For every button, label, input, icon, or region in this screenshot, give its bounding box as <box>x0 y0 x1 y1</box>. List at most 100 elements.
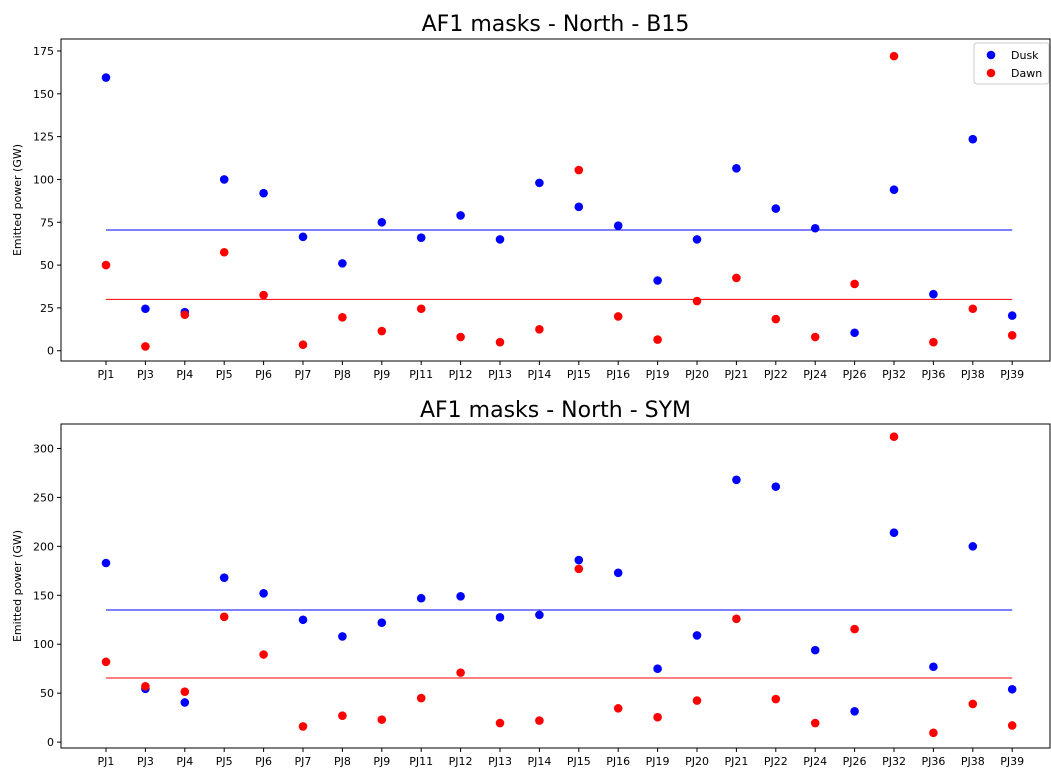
x-tick-label: PJ4 <box>176 755 193 768</box>
x-tick-label: PJ3 <box>137 755 154 768</box>
y-tick-label: 175 <box>33 45 54 58</box>
point-dawn <box>889 51 899 61</box>
point-dawn <box>850 279 859 289</box>
point-dusk <box>732 475 741 485</box>
point-dawn <box>416 693 426 703</box>
point-dawn <box>810 332 820 342</box>
y-axis-label: Emitted power (GW) <box>11 530 24 642</box>
y-tick-label: 300 <box>33 442 54 455</box>
point-dawn <box>968 304 978 314</box>
point-dusk <box>101 558 111 568</box>
point-dusk <box>298 615 308 625</box>
point-dusk <box>732 164 741 173</box>
point-dusk <box>653 276 662 285</box>
x-tick-label: PJ7 <box>295 755 312 768</box>
x-tick-label: PJ6 <box>255 755 272 768</box>
y-tick-label: 100 <box>33 638 54 651</box>
point-dusk <box>810 645 820 655</box>
point-dusk <box>535 610 544 620</box>
point-dusk <box>180 698 190 707</box>
point-dawn <box>574 165 584 175</box>
plot-area <box>60 423 1051 749</box>
x-tick-label: PJ39 <box>1000 368 1024 381</box>
point-dusk <box>495 613 505 622</box>
point-dawn <box>810 718 820 728</box>
point-dawn <box>613 312 623 321</box>
point-dawn <box>298 340 308 350</box>
point-dawn <box>416 304 426 314</box>
point-dawn <box>732 614 741 624</box>
x-tick-label: PJ6 <box>255 368 272 381</box>
x-tick-label: PJ20 <box>685 755 709 768</box>
x-tick-label: PJ8 <box>334 755 351 768</box>
x-tick-label: PJ9 <box>373 368 390 381</box>
point-dusk <box>298 232 308 242</box>
point-dawn <box>535 325 544 334</box>
point-dusk <box>692 235 702 244</box>
point-dawn <box>889 432 899 442</box>
x-tick-label: PJ19 <box>646 755 670 768</box>
point-dawn <box>141 682 150 691</box>
point-dusk <box>259 188 268 198</box>
x-tick-label: PJ26 <box>843 755 867 768</box>
point-dusk <box>495 235 505 244</box>
chart-panel-1: AF1 masks - North - B15 0 25 50 75 100 125 150 1… <box>11 12 1051 381</box>
point-dawn <box>338 711 347 720</box>
x-tick-label: PJ15 <box>567 368 591 381</box>
point-dusk <box>929 662 938 672</box>
x-tick-label: PJ14 <box>527 755 551 768</box>
point-dusk <box>574 555 584 565</box>
x-tick-label: PJ36 <box>921 755 945 768</box>
point-dusk <box>456 591 465 601</box>
x-tick-label: PJ15 <box>567 755 591 768</box>
point-dusk <box>219 573 229 582</box>
point-dawn <box>456 332 465 342</box>
point-dusk <box>101 73 111 82</box>
x-tick-label: PJ24 <box>803 368 827 381</box>
point-dawn <box>968 699 978 709</box>
point-dawn <box>495 337 505 347</box>
x-tick-label: PJ1 <box>98 755 115 768</box>
point-dusk <box>377 217 387 227</box>
y-tick-label: 100 <box>33 173 54 186</box>
x-tick-label: PJ21 <box>724 755 748 768</box>
x-tick-label: PJ19 <box>646 368 670 381</box>
x-tick-label: PJ14 <box>527 368 551 381</box>
x-tick-label: PJ32 <box>882 368 906 381</box>
point-dawn <box>495 718 505 728</box>
point-dawn <box>101 657 111 667</box>
x-tick-label: PJ16 <box>606 368 630 381</box>
x-tick-label: PJ39 <box>1000 755 1024 768</box>
point-dawn <box>456 668 465 677</box>
point-dusk <box>574 202 584 212</box>
point-dusk <box>968 542 978 551</box>
point-dawn <box>1007 721 1017 730</box>
point-dawn <box>613 704 623 713</box>
x-tick-label: PJ4 <box>176 368 193 381</box>
point-dawn <box>298 722 308 731</box>
y-axis-label: Emitted power (GW) <box>11 144 24 256</box>
x-tick-label: PJ8 <box>334 368 351 381</box>
point-dusk <box>456 211 465 220</box>
y-tick-label: 25 <box>40 302 54 315</box>
point-dusk <box>850 706 859 716</box>
point-dawn <box>377 326 387 336</box>
point-dawn <box>219 247 229 257</box>
y-tick-label: 50 <box>40 259 54 272</box>
x-tick-label: PJ13 <box>488 368 512 381</box>
point-dawn <box>929 728 938 738</box>
point-dawn <box>692 296 702 306</box>
x-tick-label: PJ22 <box>764 755 788 768</box>
point-dusk <box>1007 684 1017 694</box>
point-dusk <box>338 259 347 268</box>
point-dawn <box>141 342 150 351</box>
point-dawn <box>338 313 347 322</box>
point-dawn <box>377 715 387 724</box>
point-dusk <box>377 618 387 628</box>
y-tick-label: 250 <box>33 491 54 504</box>
x-tick-label: PJ9 <box>373 755 390 768</box>
point-dusk <box>889 528 899 537</box>
y-tick-label: 50 <box>40 687 54 700</box>
point-dawn <box>259 650 268 659</box>
